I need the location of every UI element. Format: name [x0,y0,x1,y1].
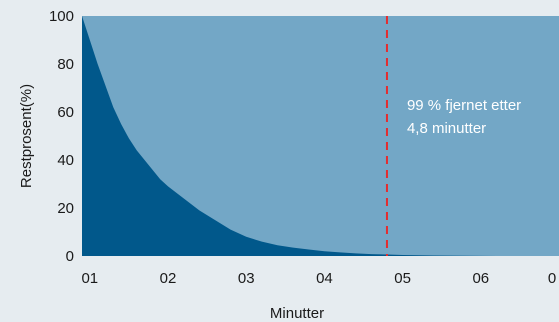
area-series [82,16,497,256]
y-tick-label: 40 [57,152,74,169]
y-tick-label: 60 [57,104,74,121]
y-tick-label: 0 [66,248,74,265]
y-axis-title: Restprosent(%) [18,84,35,188]
annotation-line-1: 99 % fjernet etter [407,97,521,114]
x-axis-ticks: 01 02 03 04 05 06 0 [81,270,556,287]
y-tick-label: 100 [49,8,74,25]
x-tick-label: 01 [81,270,98,287]
x-tick-label: 04 [316,270,333,287]
y-tick-label: 80 [57,56,74,73]
y-axis-ticks: 0 20 40 60 80 100 [49,8,74,265]
x-tick-label: 05 [394,270,411,287]
x-axis-title: Minutter [270,305,324,322]
y-tick-label: 20 [57,200,74,217]
annotation-line-2: 4,8 minutter [407,120,486,137]
x-tick-label: 03 [238,270,255,287]
x-tick-label: 06 [472,270,489,287]
x-tick-label: 02 [160,270,177,287]
x-tick-label: 0 [548,270,556,287]
